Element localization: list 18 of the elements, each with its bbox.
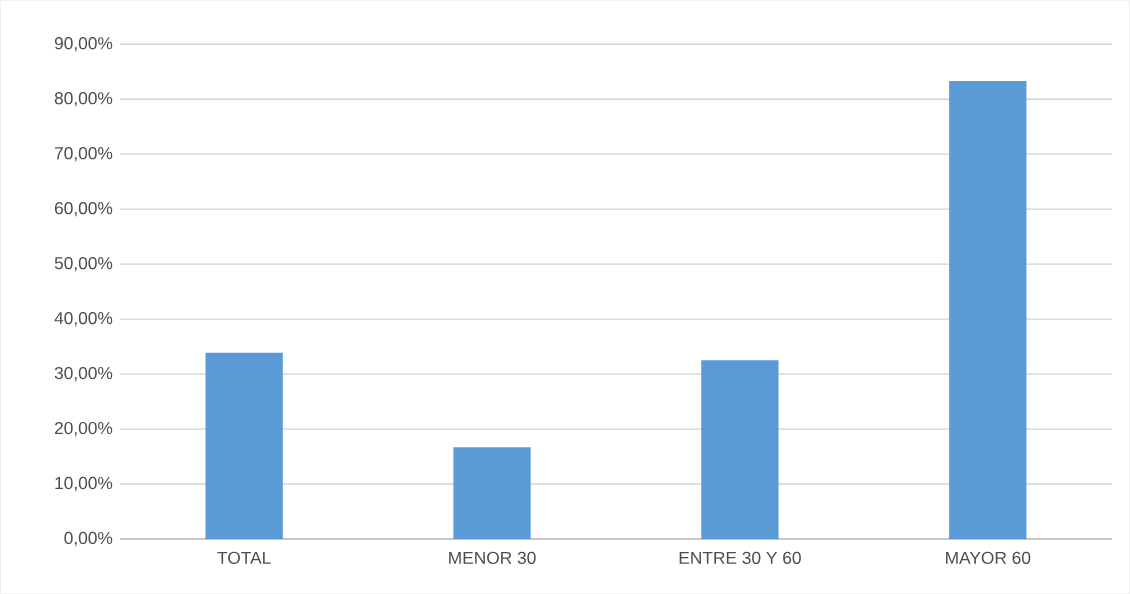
y-tick-label: 90,00% (54, 36, 113, 52)
x-tick-label: ENTRE 30 Y 60 (679, 551, 801, 564)
bar (701, 360, 779, 539)
y-tick-label: 60,00% (54, 201, 113, 217)
bar (949, 80, 1027, 539)
y-tick-label: 50,00% (54, 256, 113, 272)
x-tick-label: TOTAL (217, 551, 271, 564)
y-tick-label: 20,00% (54, 421, 113, 437)
y-tick-label: 10,00% (55, 476, 113, 492)
x-tick-label: MENOR 30 (449, 551, 536, 564)
y-tick-label: 0,00% (64, 531, 113, 547)
y-tick-label: 80,00% (54, 91, 113, 107)
x-tick-label: MAYOR 60 (946, 551, 1031, 564)
bar (453, 447, 531, 539)
bar (205, 352, 283, 539)
y-tick-label: 70,00% (54, 146, 113, 162)
y-tick-label: 30,00% (54, 366, 113, 382)
y-tick-label: 40,00% (54, 311, 113, 327)
